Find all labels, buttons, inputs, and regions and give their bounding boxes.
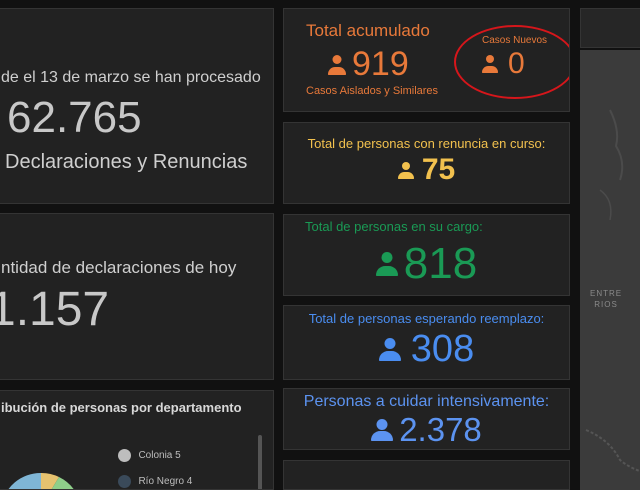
map-view[interactable]: ENTRE RIOS [580,50,640,490]
map-region-label-line1: ENTRE [590,289,623,298]
legend-swatch-colonia [118,449,131,463]
awaiting-replacement-value: 308 [410,328,475,370]
in-charge-title: Total de personas en su cargo: [305,219,483,234]
accumulated-value-row: 919 [328,45,409,84]
intensive-care-card: Personas a cuidar intensivamente: 2.378 [283,388,570,450]
processed-since-text: de el 13 de marzo se han procesado [1,69,261,86]
awaiting-replacement-title: Total de personas esperando reemplazo: [308,311,545,326]
map-borders [585,109,640,473]
map-header [580,8,640,48]
declarations-label: Declaraciones y Renuncias [5,151,248,173]
new-cases-value-row: 0 [482,47,525,81]
legend-swatch-rio-negro [118,475,131,489]
accumulated-value: 919 [352,45,409,83]
distribution-title: ibución de personas por departamento [1,400,242,415]
legend-scrollbar[interactable] [258,435,262,489]
person-icon [482,55,498,73]
total-declarations-card: de el 13 de marzo se han procesado 62.76… [0,8,274,204]
resignation-value-row: 75 [284,153,569,187]
department-distribution-card: ibución de personas por departamento Col… [0,390,274,490]
legend-item-rio-negro[interactable]: Río Negro 4 [118,473,192,489]
legend-label-colonia: Colonia 5 [138,450,181,462]
intensive-care-value-row: 2.378 [284,411,569,449]
map-region-label: ENTRE RIOS [590,288,622,310]
person-icon [328,54,346,75]
new-cases-title: Casos Nuevos [482,35,548,46]
person-icon [375,252,398,276]
intensive-care-title: Personas a cuidar intensivamente: [303,393,550,410]
distribution-pie-chart[interactable] [0,467,87,490]
total-declarations-number: 62.765 [7,93,142,142]
awaiting-replacement-card: Total de personas esperando reemplazo: 3… [283,305,570,380]
accumulated-subtitle: Casos Aislados y Similares [306,85,439,97]
accumulated-title: Total acumulado [306,21,430,40]
resignation-value: 75 [421,153,456,186]
today-declarations-card: ntidad de declaraciones de hoy 1.157 [0,213,274,380]
resignation-title: Total de personas con renuncia en curso: [307,136,546,151]
legend-label-rio-negro: Río Negro 4 [138,476,193,488]
awaiting-replacement-value-row: 308 [284,328,569,371]
in-charge-card: Total de personas en su cargo: 818 [283,214,570,296]
in-charge-value: 818 [403,239,478,288]
resignation-card: Total de personas con renuncia en curso:… [283,122,570,204]
new-cases-box [454,25,569,99]
map-region-label-line2: RIOS [594,300,618,309]
total-accumulated-card: Total acumulado 919 Casos Aislados y Sim… [283,8,570,112]
today-declarations-number: 1.157 [0,283,110,336]
legend-item-colonia[interactable]: Colonia 5 [118,447,181,463]
today-declarations-title: ntidad de declaraciones de hoy [1,258,237,277]
intensive-care-value: 2.378 [399,411,482,448]
in-charge-value-row: 818 [284,239,569,289]
new-cases-value: 0 [508,47,525,80]
extra-card [283,460,570,490]
person-icon [378,338,401,361]
person-icon [371,419,394,441]
person-icon [397,161,414,179]
